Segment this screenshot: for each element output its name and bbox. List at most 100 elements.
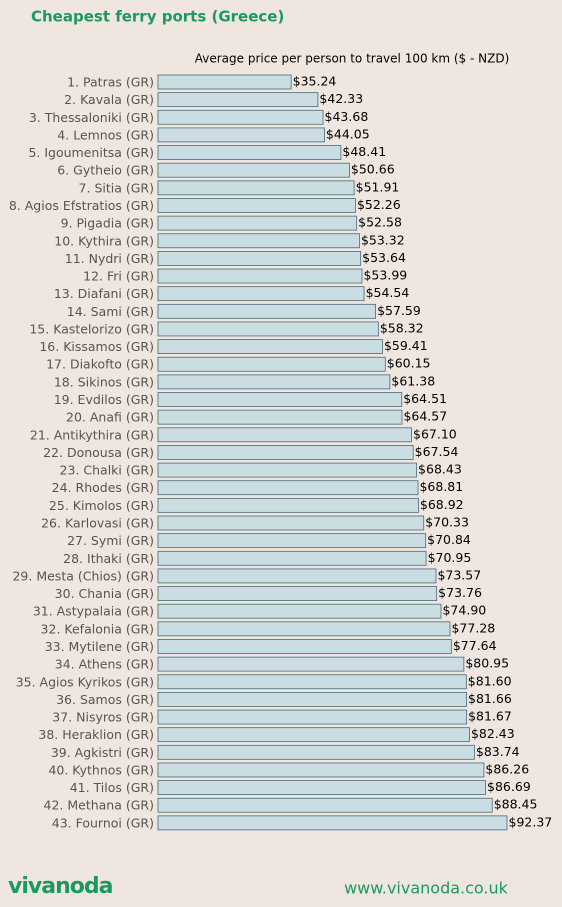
bar <box>157 339 383 355</box>
y-tick-label: 34. Athens (GR) <box>55 657 154 672</box>
bar <box>157 180 355 196</box>
value-label: $68.43 <box>418 462 462 477</box>
bar <box>157 568 437 584</box>
value-label: $64.51 <box>403 391 447 406</box>
bar <box>157 603 442 619</box>
y-tick-label: 26. Karlovasi (GR) <box>41 516 154 531</box>
y-tick-label: 3. Thessaloniki (GR) <box>29 110 154 125</box>
value-label: $52.58 <box>358 215 402 230</box>
y-tick-label: 9. Pigadia (GR) <box>61 216 154 231</box>
value-label: $54.54 <box>366 285 410 300</box>
bar <box>157 497 419 513</box>
value-label: $53.64 <box>362 250 406 265</box>
value-label: $53.99 <box>363 268 407 283</box>
chart-subtitle: Average price per person to travel 100 k… <box>195 52 510 66</box>
value-label: $86.69 <box>487 779 531 794</box>
bar <box>157 815 508 831</box>
value-label: $83.74 <box>476 744 520 759</box>
bar <box>157 621 451 637</box>
bar <box>157 550 427 566</box>
bar <box>157 674 467 690</box>
footer-url: www.vivanoda.co.uk <box>344 879 509 898</box>
value-label: $92.37 <box>509 814 553 829</box>
y-tick-label: 6. Gytheio (GR) <box>57 163 154 178</box>
value-label: $53.32 <box>361 232 405 247</box>
y-tick-label: 13. Diafani (GR) <box>54 286 154 301</box>
value-label: $44.05 <box>326 126 370 141</box>
y-tick-label: 32. Kefalonia (GR) <box>41 621 154 636</box>
bar <box>157 268 363 284</box>
bar <box>157 250 362 266</box>
value-label: $59.41 <box>384 338 428 353</box>
y-tick-label: 15. Kastelorizo (GR) <box>29 321 154 336</box>
value-label: $80.95 <box>465 656 509 671</box>
bar <box>157 533 427 549</box>
value-label: $86.26 <box>485 761 529 776</box>
y-tick-label: 35. Agios Kyrikos (GR) <box>16 674 154 689</box>
value-label: $70.95 <box>428 550 472 565</box>
bar <box>157 797 493 813</box>
bar <box>157 233 360 249</box>
y-tick-label: 5. Igoumenitsa (GR) <box>28 145 154 160</box>
bar <box>157 215 358 231</box>
y-tick-label: 20. Anafi (GR) <box>66 410 154 425</box>
bar <box>157 515 425 531</box>
chart-title: Cheapest ferry ports (Greece) <box>31 8 284 26</box>
bar <box>157 480 419 496</box>
bar <box>157 656 465 672</box>
value-label: $88.45 <box>494 797 538 812</box>
bar <box>157 392 403 407</box>
value-label: $82.43 <box>471 726 515 741</box>
bar <box>157 727 470 743</box>
value-label: $61.38 <box>391 373 435 388</box>
bar <box>157 127 325 143</box>
bar <box>157 162 350 178</box>
value-label: $67.54 <box>415 444 459 459</box>
bar <box>157 109 324 125</box>
y-tick-label: 2. Kavala (GR) <box>64 92 154 107</box>
y-tick-label: 16. Kissamos (GR) <box>39 339 154 354</box>
value-label: $43.68 <box>325 109 369 124</box>
y-tick-label: 1. Patras (GR) <box>67 75 154 90</box>
bar <box>157 639 452 654</box>
value-label: $48.41 <box>342 144 386 159</box>
value-label: $81.60 <box>468 673 512 688</box>
y-tick-label: 18. Sikinos (GR) <box>54 374 154 389</box>
value-label: $73.76 <box>438 585 482 600</box>
y-tick-label: 4. Lemnos (GR) <box>57 127 154 142</box>
value-label: $68.81 <box>419 479 463 494</box>
value-label: $70.84 <box>427 532 471 547</box>
value-label: $74.90 <box>442 603 486 618</box>
bar <box>157 74 292 90</box>
bar <box>157 709 467 725</box>
value-label: $50.66 <box>351 162 395 177</box>
y-tick-label: 7. Sitia (GR) <box>79 180 154 195</box>
y-tick-label: 33. Mytilene (GR) <box>45 639 154 654</box>
y-tick-label: 22. Donousa (GR) <box>43 445 154 460</box>
y-tick-label: 11. Nydri (GR) <box>65 251 154 266</box>
bar <box>157 92 319 108</box>
y-tick-label: 28. Ithaki (GR) <box>63 551 154 566</box>
bar <box>157 374 391 390</box>
y-tick-label: 17. Diakofto (GR) <box>46 357 154 372</box>
bar <box>157 692 467 707</box>
bar <box>157 409 403 425</box>
value-label: $81.66 <box>468 691 512 706</box>
bar <box>157 462 417 478</box>
value-label: $68.92 <box>420 497 464 512</box>
bar <box>157 198 356 213</box>
bar <box>157 303 376 319</box>
y-tick-label: 27. Symi (GR) <box>67 533 154 548</box>
y-tick-label: 42. Methana (GR) <box>44 798 155 813</box>
bar <box>157 356 386 372</box>
bar <box>157 445 414 460</box>
value-label: $51.91 <box>356 179 400 194</box>
y-tick-label: 41. Tilos (GR) <box>70 780 154 795</box>
y-tick-label: 29. Mesta (Chios) (GR) <box>12 568 154 583</box>
y-tick-label: 21. Antikythira (GR) <box>30 427 154 442</box>
bar <box>157 145 342 160</box>
bar <box>157 427 412 443</box>
y-tick-label: 12. Fri (GR) <box>83 269 154 284</box>
